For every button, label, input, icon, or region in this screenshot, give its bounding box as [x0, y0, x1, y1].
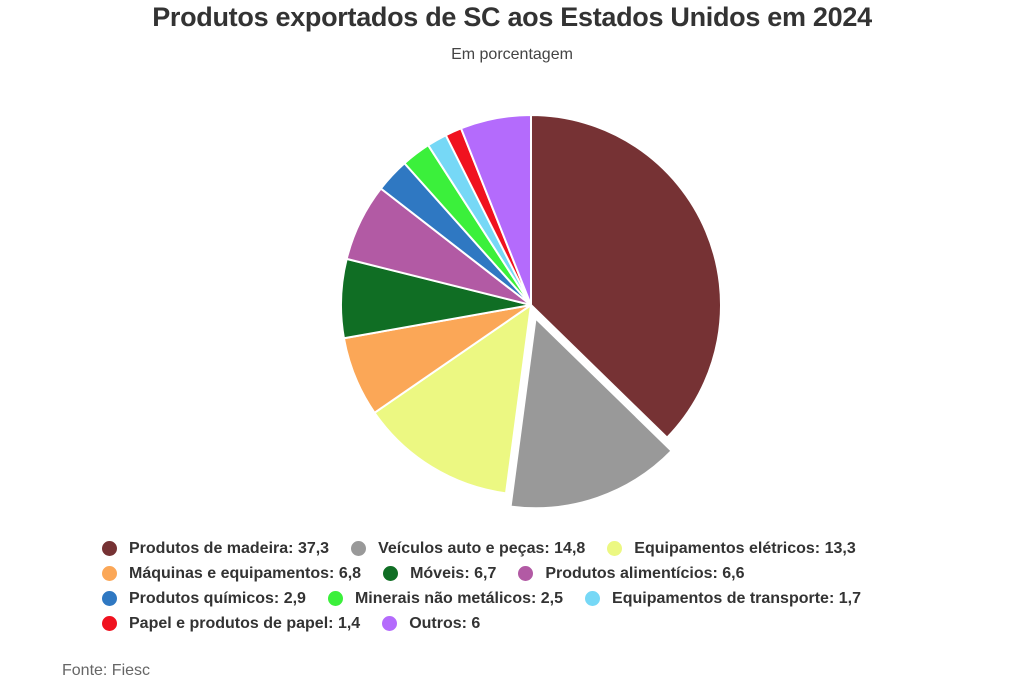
legend-label: Produtos alimentícios: [545, 564, 713, 582]
legend-marker: [102, 566, 117, 581]
legend-value: 6: [471, 614, 481, 632]
legend-item-outros[interactable]: Outros: 6: [382, 615, 480, 633]
legend-label: Equipamentos de transporte: [612, 589, 829, 607]
legend-row: Papel e produtos de papel: 1,4 Outros: 6: [102, 611, 1002, 636]
legend-label: Produtos químicos: [129, 589, 274, 607]
legend-label: Minerais não metálicos: [354, 589, 531, 607]
pie-slice-equipamentos-eletricos[interactable]: [373, 304, 532, 495]
legend-value: 1,4: [337, 614, 361, 632]
legend-value: 37,3: [297, 539, 330, 557]
legend-item-produtos-quimicos[interactable]: Produtos químicos: 2,9: [102, 590, 306, 608]
legend-value: 2,9: [283, 589, 306, 607]
legend-label: Outros: [409, 614, 462, 632]
legend-value: 13,3: [824, 539, 856, 557]
legend-label: Móveis: [410, 564, 465, 582]
chart-title: Produtos exportados de SC aos Estados Un…: [152, 2, 872, 32]
legend-value: 2,5: [540, 589, 564, 607]
legend-row: Máquinas e equipamentos: 6,8 Móveis: 6,7…: [102, 561, 1002, 586]
legend-marker: [351, 541, 367, 556]
legend-label: Veículos auto e peças: [378, 539, 545, 557]
legend-value: 6,7: [474, 564, 497, 582]
legend-marker: [102, 616, 117, 631]
legend-marker: [382, 616, 398, 631]
legend-value: 6,8: [338, 564, 362, 582]
legend-item-produtos-alimenticios[interactable]: Produtos alimentícios: 6,6: [518, 564, 745, 583]
chart-subtitle: Em porcentagem: [451, 46, 573, 63]
legend-value: 1,7: [838, 589, 861, 607]
legend-marker: [102, 541, 117, 556]
legend-marker: [518, 566, 534, 581]
pie-chart: [340, 114, 722, 510]
legend-item-minerais-nao-metalicos[interactable]: Minerais não metálicos: 2,5: [327, 589, 564, 608]
chart-legend: Produtos de madeira: 37,3 Veículos auto …: [102, 536, 1002, 636]
legend-marker: [585, 591, 601, 606]
pie-slice-produtos-de-madeira[interactable]: [530, 114, 722, 439]
legend-item-equipamentos-de-transporte[interactable]: Equipamentos de transporte: 1,7: [585, 590, 861, 608]
legend-marker: [383, 566, 399, 581]
legend-marker: [327, 591, 343, 606]
legend-label: Máquinas e equipamentos: [129, 564, 330, 582]
legend-item-equipamentos-eletricos[interactable]: Equipamentos elétricos: 13,3: [607, 539, 856, 558]
legend-row: Produtos químicos: 2,9 Minerais não metá…: [102, 586, 1002, 611]
legend-value: 14,8: [554, 539, 586, 557]
pie-slice-veiculos-auto-e-pecas[interactable]: [509, 317, 673, 510]
legend-marker: [102, 591, 117, 606]
legend-item-maquinas-e-equipamentos[interactable]: Máquinas e equipamentos: 6,8: [102, 565, 361, 583]
legend-row: Produtos de madeira: 37,3 Veículos auto …: [102, 536, 1002, 561]
source-note: Fonte: Fiesc: [62, 662, 151, 679]
legend-label: Equipamentos elétricos: [634, 539, 815, 557]
legend-label: Produtos de madeira: [129, 539, 289, 557]
legend-item-moveis[interactable]: Móveis: 6,7: [383, 565, 496, 583]
pie-slice-outros[interactable]: [460, 114, 532, 306]
legend-item-produtos-de-madeira[interactable]: Produtos de madeira: 37,3: [102, 540, 329, 558]
legend-value: 6,6: [722, 564, 745, 582]
legend-item-veiculos-auto-e-pecas[interactable]: Veículos auto e peças: 14,8: [351, 540, 585, 558]
legend-item-papel-e-produtos-de-papel[interactable]: Papel e produtos de papel: 1,4: [102, 615, 360, 633]
legend-marker: [607, 541, 623, 556]
legend-label: Papel e produtos de papel: [129, 614, 329, 632]
